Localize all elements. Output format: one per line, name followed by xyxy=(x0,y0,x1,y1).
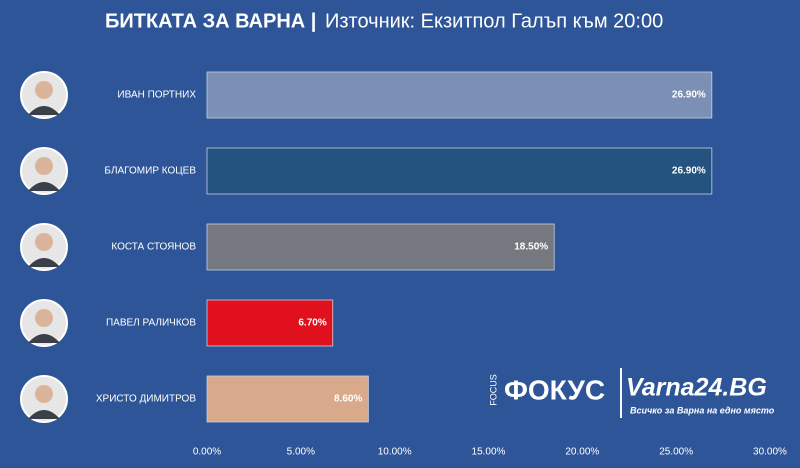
avatar xyxy=(20,71,68,119)
avatar-body xyxy=(28,258,60,267)
logos: FOCUS ФОКУС Varna24.BG Всичко за Варна н… xyxy=(488,368,775,418)
y-tick-label: БЛАГОМИР КОЦЕВ xyxy=(104,166,196,177)
avatar-head xyxy=(35,233,53,251)
bar xyxy=(206,375,369,423)
logo-focus-small: FOCUS xyxy=(488,374,498,406)
avatar xyxy=(20,147,68,195)
avatar-body xyxy=(28,182,60,191)
chart-title: БИТКАТА ЗА ВАРНА | xyxy=(105,10,316,32)
x-tick-label: 10.00% xyxy=(378,447,412,458)
x-tick-label: 30.00% xyxy=(753,447,787,458)
logo-tagline: Всичко за Варна на едно място xyxy=(630,405,775,415)
avatar xyxy=(20,299,68,347)
avatar-head xyxy=(35,81,53,99)
chart-subtitle: Източник: Екзитпол Галъп към 20:00 xyxy=(325,10,663,32)
y-tick-label: ПАВЕЛ РАЛИЧКОВ xyxy=(106,318,196,329)
avatar-body xyxy=(28,410,60,419)
x-tick-label: 0.00% xyxy=(193,447,221,458)
bar xyxy=(206,223,555,271)
avatar xyxy=(20,223,68,271)
value-label: 6.70% xyxy=(298,318,326,329)
bar xyxy=(206,299,334,347)
avatar-head xyxy=(35,385,53,403)
value-label: 8.60% xyxy=(334,394,362,405)
avatar-head xyxy=(35,309,53,327)
avatar-body xyxy=(28,334,60,343)
y-tick-label: ХРИСТО ДИМИТРОВ xyxy=(96,394,196,405)
logo-focus: ФОКУС xyxy=(504,374,605,405)
bar xyxy=(206,147,713,195)
y-tick-label: ИВАН ПОРТНИХ xyxy=(117,90,196,101)
avatar xyxy=(20,375,68,423)
y-tick-label: КОСТА СТОЯНОВ xyxy=(111,242,196,253)
value-label: 18.50% xyxy=(514,242,548,253)
x-tick-label: 15.00% xyxy=(472,447,506,458)
value-label: 26.90% xyxy=(672,90,706,101)
x-tick-label: 25.00% xyxy=(659,447,693,458)
bar xyxy=(206,71,713,119)
avatar-body xyxy=(28,106,60,115)
x-tick-label: 5.00% xyxy=(287,447,315,458)
avatar-head xyxy=(35,157,53,175)
logo-varna: Varna24.BG xyxy=(626,374,767,402)
value-label: 26.90% xyxy=(672,166,706,177)
x-tick-label: 20.00% xyxy=(565,447,599,458)
